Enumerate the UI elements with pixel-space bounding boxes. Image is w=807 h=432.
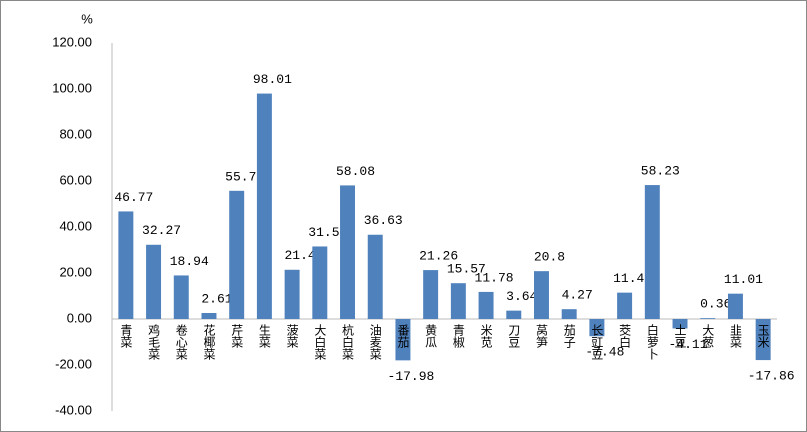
bar: [201, 312, 217, 319]
value-label: -17.98: [388, 369, 435, 384]
value-label: 2.61: [201, 291, 232, 306]
y-tick-label: 120.00: [52, 34, 92, 49]
value-label: -7.48: [585, 345, 624, 360]
x-tick-label: 莴笋: [534, 324, 548, 349]
y-tick-label: 60.00: [59, 172, 92, 187]
x-tick-label: 黄瓜: [424, 324, 438, 348]
x-tick-label: 玉米: [756, 324, 770, 348]
x-tick-label: 杭白菜: [341, 323, 355, 360]
x-tick-label: 大白菜: [313, 324, 327, 360]
x-tick-label: 白萝卜: [645, 323, 659, 360]
value-label: -4.11: [669, 337, 708, 352]
value-label: 36.63: [364, 213, 403, 228]
value-label: 15.57: [447, 262, 486, 277]
value-label: 20.8: [534, 250, 565, 265]
x-tick-label: 刀豆: [507, 324, 521, 348]
bar: [395, 319, 411, 361]
value-label: 58.08: [336, 164, 375, 179]
y-tick-label: 40.00: [59, 218, 92, 233]
y-tick-label: -20.00: [55, 356, 92, 371]
value-label: 0.36: [700, 297, 731, 312]
bar: [423, 270, 439, 319]
x-tick-label: 土豆: [673, 324, 687, 348]
x-tick-label: 大葱: [701, 324, 715, 348]
value-label: 11.78: [475, 270, 514, 285]
value-label: 58.23: [641, 164, 680, 179]
bar: [256, 93, 272, 320]
value-label: 46.77: [114, 190, 153, 205]
value-label: 11.01: [724, 272, 763, 287]
x-tick-label: 生菜: [257, 324, 271, 348]
bar: [478, 291, 494, 319]
x-tick-label: 韭菜: [728, 324, 742, 348]
x-tick-label: 芹菜: [230, 324, 244, 348]
x-tick-label: 番茄: [396, 324, 410, 349]
value-label: 21.26: [419, 249, 458, 264]
value-label: -17.86: [748, 369, 795, 384]
y-tick-label: 20.00: [59, 264, 92, 279]
y-unit: %: [81, 11, 93, 26]
x-tick-label: 鸡毛菜: [147, 323, 161, 360]
x-tick-label: 卷心菜: [174, 323, 188, 360]
x-tick-label: 菠菜: [285, 324, 299, 348]
bar: [340, 185, 356, 319]
bar: [644, 185, 660, 319]
y-tick-label: 0.00: [67, 310, 92, 325]
bar: [727, 293, 743, 319]
x-tick-label: 茄子: [562, 324, 576, 348]
value-label: 3.64: [506, 289, 537, 304]
bar: [146, 244, 162, 319]
value-label: 55.73: [225, 169, 264, 184]
value-label: 98.01: [253, 72, 292, 87]
bar: [506, 310, 522, 319]
value-label: 11.46: [613, 271, 652, 286]
x-tick-label: 油麦菜: [368, 324, 382, 360]
value-label: 21.4: [284, 248, 315, 263]
x-tick-label: 青菜: [119, 324, 133, 348]
value-label: 4.27: [562, 288, 593, 303]
bar: [533, 271, 549, 319]
value-label: 31.54: [308, 225, 347, 240]
bar: [284, 269, 300, 319]
bar: [589, 319, 605, 337]
bar: [229, 190, 245, 319]
bar: [312, 246, 328, 319]
x-tick-label: 花椰菜: [202, 323, 216, 360]
value-label: 18.94: [170, 254, 209, 269]
x-tick-label: 长豇豆: [590, 324, 604, 360]
y-tick-label: -40.00: [55, 402, 92, 417]
y-tick-label: 80.00: [59, 126, 92, 141]
bar: [118, 211, 134, 319]
value-label: 32.27: [142, 223, 181, 238]
bar: [672, 319, 688, 329]
bar: [755, 319, 771, 361]
y-tick-label: 100.00: [52, 80, 92, 95]
bar: [450, 283, 466, 319]
bar: [367, 234, 383, 319]
bar: [561, 309, 577, 319]
x-tick-label: 米苋: [479, 324, 493, 348]
bar: [700, 318, 716, 319]
bar: [617, 292, 633, 319]
bar: [173, 275, 189, 319]
x-tick-label: 青椒: [451, 324, 465, 349]
x-tick-label: 茭白: [618, 324, 632, 348]
